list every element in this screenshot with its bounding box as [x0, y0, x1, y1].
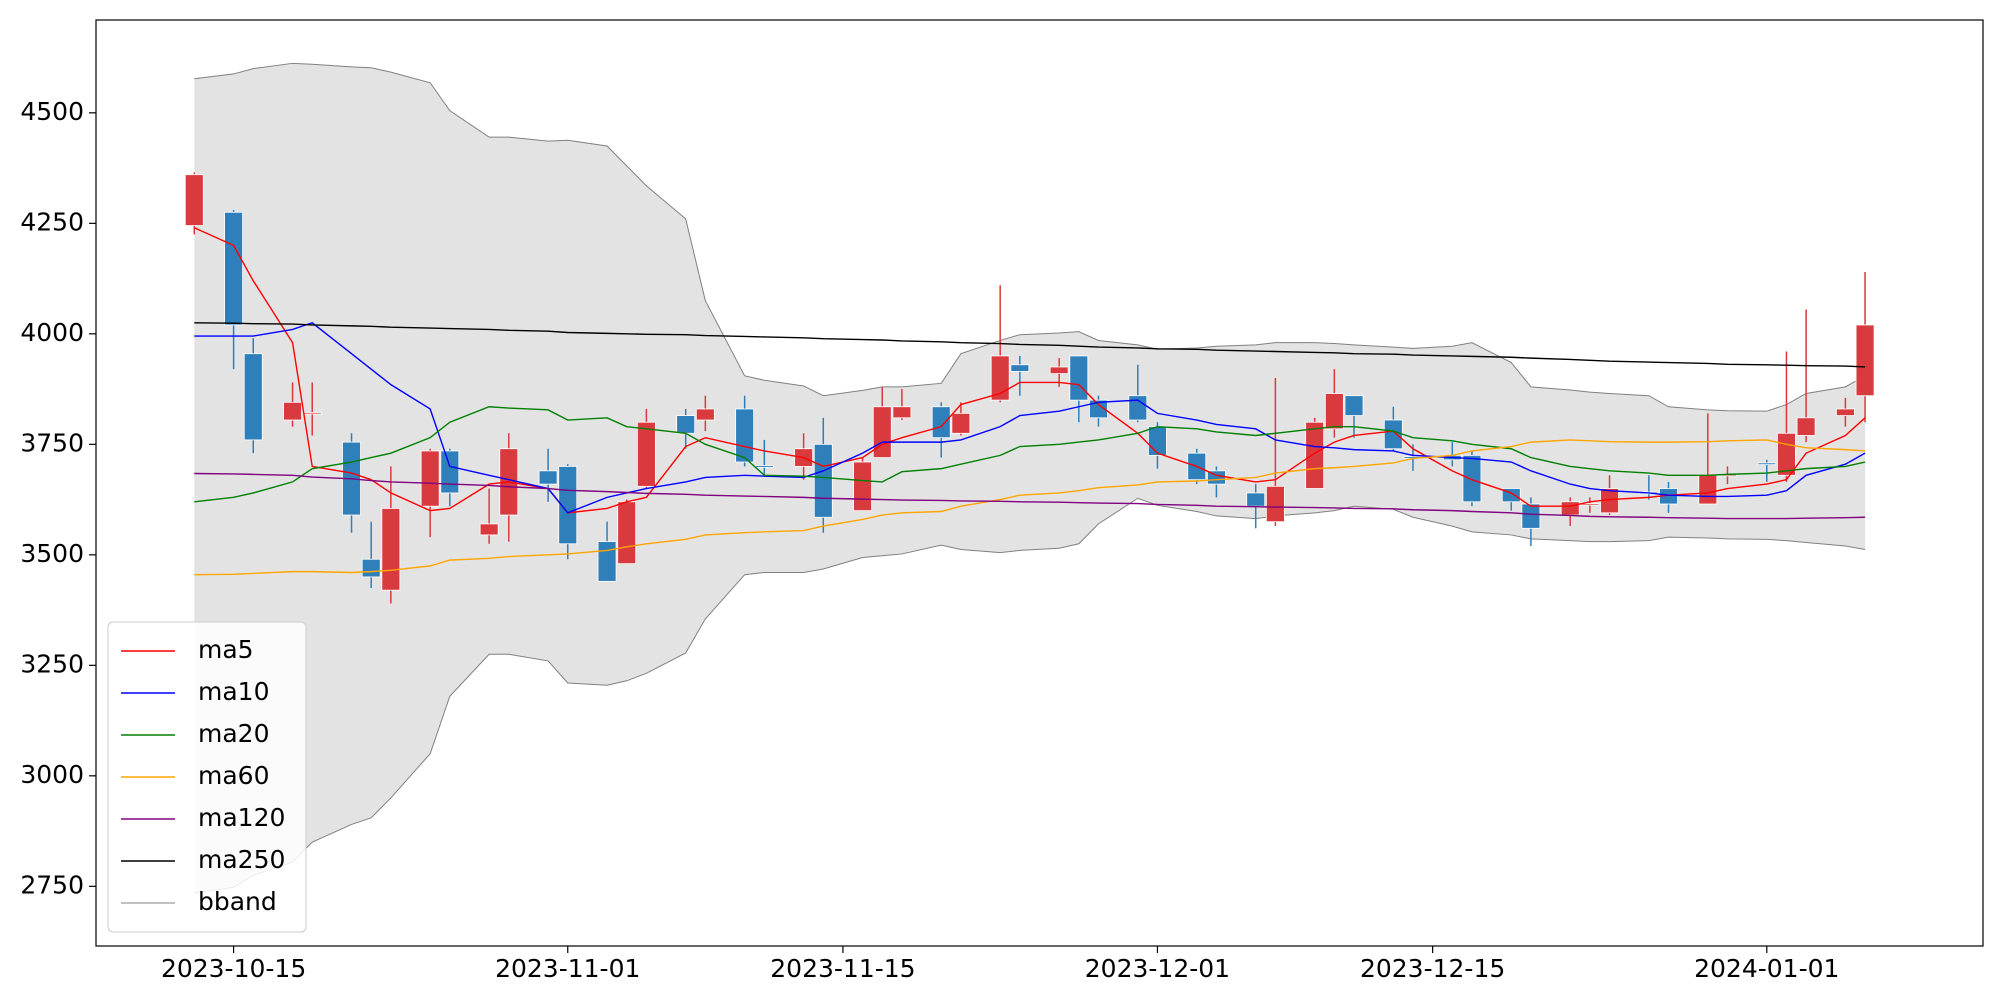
ma-line [194, 322, 1866, 368]
x-tick-label: 2023-10-15 [161, 954, 306, 983]
candle-body [381, 508, 401, 591]
legend-label: bband [198, 887, 277, 916]
candle-body [1344, 395, 1364, 416]
candle-body [1069, 355, 1089, 401]
bband-area [194, 63, 1866, 893]
candle-body [1128, 395, 1148, 421]
candle-body [440, 450, 460, 494]
candle-body [1324, 393, 1344, 430]
candle-body [597, 541, 617, 582]
candle-body [872, 406, 892, 458]
candle-body [1462, 454, 1482, 503]
candle-body [1148, 426, 1167, 456]
legend-label: ma10 [198, 677, 269, 706]
y-tick-label: 4000 [20, 318, 84, 347]
candle-body [1521, 503, 1541, 529]
candle-body [302, 412, 322, 415]
ma-line [193, 227, 1866, 514]
x-tick-label: 2023-11-01 [495, 954, 640, 983]
candle-body [990, 355, 1010, 401]
candle-body [1796, 417, 1816, 436]
candle-body [361, 558, 381, 578]
candle-body [1777, 432, 1796, 476]
candle-body [1305, 421, 1325, 489]
candle-body [558, 466, 578, 545]
x-tick-label: 2023-12-01 [1085, 954, 1230, 983]
y-tick-label: 4500 [20, 97, 84, 126]
candle-body [813, 443, 833, 518]
candle-body [676, 415, 696, 434]
x-tick-label: 2023-11-15 [770, 954, 915, 983]
candle-body [243, 353, 263, 441]
ma-line [194, 472, 1866, 520]
candle-body [931, 406, 951, 439]
candle-body [538, 470, 558, 485]
candle-body [1836, 408, 1855, 416]
ma-line [194, 406, 1866, 503]
candle-body [754, 465, 774, 468]
y-tick-label: 3250 [20, 649, 84, 678]
y-tick-label: 2750 [20, 870, 84, 899]
candle-body [1010, 364, 1030, 372]
candle-body [1089, 399, 1108, 419]
candle-body [1049, 366, 1069, 375]
legend-label: ma20 [198, 719, 269, 748]
candle-body [695, 408, 715, 421]
x-tick-label: 2024-01-01 [1694, 954, 1839, 983]
candle-body [184, 174, 204, 226]
y-tick-label: 3000 [20, 760, 84, 789]
bband-lower [194, 497, 1866, 894]
legend: ma5 ma10 ma20 ma60 ma120 ma250 bband [107, 621, 307, 933]
plot-frame [95, 19, 1984, 947]
legend-box [107, 621, 307, 933]
candle-body [636, 421, 656, 487]
candle-body [1383, 419, 1403, 450]
candle-body [420, 450, 440, 507]
y-tick-label: 3500 [20, 539, 84, 568]
candle-body [1855, 324, 1875, 397]
candle-body [617, 501, 637, 565]
candle-body [1265, 485, 1285, 523]
candle-body [892, 406, 912, 419]
candle-body [1246, 492, 1266, 507]
plot-area: 2750 3000 3250 3500 3750 4000 4250 4500 2023-10-… [20, 19, 1984, 983]
legend-label: ma250 [198, 845, 285, 874]
ma-line [194, 321, 1866, 514]
candle-body [1698, 474, 1718, 505]
bband-upper [194, 62, 1866, 412]
legend-label: ma5 [198, 635, 254, 664]
legend-label: ma120 [198, 803, 285, 832]
x-tick-label: 2023-12-15 [1360, 954, 1505, 983]
candle-body [224, 211, 243, 326]
candle-body [853, 461, 872, 512]
legend-label: ma60 [198, 761, 269, 790]
candle-body [951, 412, 971, 434]
ma-line [194, 439, 1866, 576]
candle-body [283, 401, 302, 421]
candle-body [1757, 462, 1777, 466]
candle-body [479, 523, 499, 536]
y-tick-label: 3750 [20, 428, 84, 457]
candle-body [735, 408, 755, 463]
candle-body [1560, 501, 1580, 516]
y-tick-label: 4250 [20, 207, 84, 236]
